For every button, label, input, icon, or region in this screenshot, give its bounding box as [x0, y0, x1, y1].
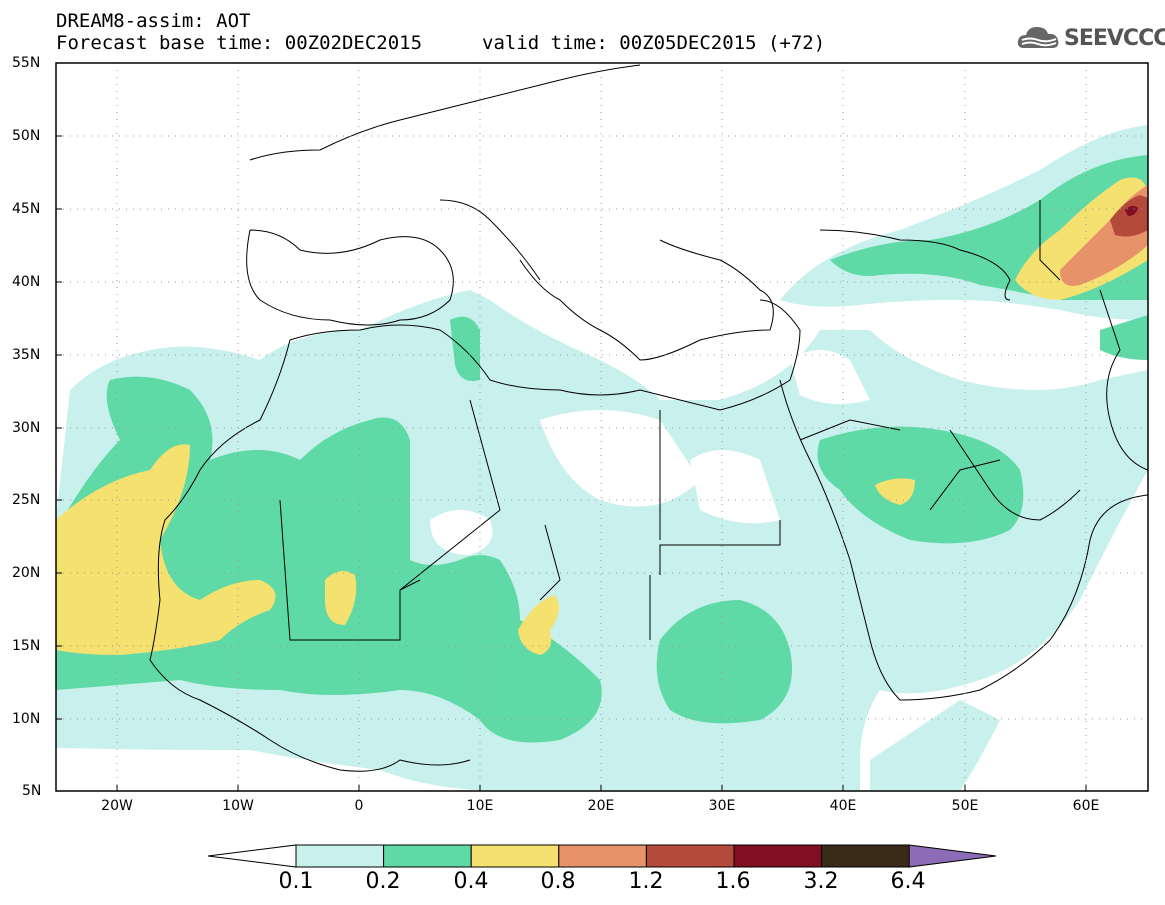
lon-label: 60E — [1072, 798, 1100, 814]
coastlines — [149, 64, 1148, 772]
forecast-base-time: Forecast base time: 00Z02DEC2015 — [56, 32, 423, 54]
lon-label: 10W — [222, 798, 254, 814]
aot-field — [56, 125, 1148, 791]
lat-label: 55N — [12, 55, 41, 71]
colorbar-label: 0.1 — [278, 869, 314, 894]
grid — [56, 63, 1148, 791]
seevccc-logo: SEEVCCC — [1016, 22, 1165, 58]
colorbar-under-arrow — [207, 844, 297, 868]
colorbar-label: 3.2 — [803, 869, 839, 894]
lat-label: 10N — [12, 711, 41, 727]
colorbar-label: 6.4 — [890, 869, 926, 894]
colorbar — [207, 844, 997, 868]
axis-ticks — [56, 62, 1087, 791]
lat-label: 20N — [12, 565, 41, 581]
colorbar-label: 1.6 — [715, 869, 751, 894]
logo-text: SEEVCCC — [1064, 26, 1165, 51]
lon-label: 20E — [587, 798, 615, 814]
colorbar-label: 0.4 — [453, 869, 489, 894]
lat-label: 50N — [12, 128, 41, 144]
colorbar-swatch — [558, 844, 647, 868]
colorbar-label: 1.2 — [628, 869, 664, 894]
lon-label: 20W — [101, 798, 133, 814]
colorbar-swatch — [295, 844, 385, 868]
lon-label: 10E — [466, 798, 494, 814]
valid-time: valid time: 00Z05DEC2015 (+72) — [482, 32, 826, 54]
colorbar-swatch — [383, 844, 472, 868]
map-title: DREAM8-assim: AOT — [56, 10, 251, 32]
lat-label: 30N — [12, 420, 41, 436]
colorbar-swatch — [645, 844, 735, 868]
colorbar-swatch — [470, 844, 560, 868]
lat-label: 35N — [12, 347, 41, 363]
lon-label: 30E — [708, 798, 736, 814]
lon-label: 40E — [829, 798, 857, 814]
lat-label: 40N — [12, 274, 41, 290]
map-frame — [55, 62, 1149, 792]
lat-label: 5N — [22, 783, 42, 799]
cloud-icon — [1017, 27, 1059, 48]
colorbar-swatch — [733, 844, 823, 868]
lat-label: 25N — [12, 492, 41, 508]
lon-label: 50E — [951, 798, 979, 814]
lat-label: 15N — [12, 638, 41, 654]
colorbar-swatch — [821, 844, 910, 868]
colorbar-over-arrow — [908, 844, 997, 868]
lon-label: 0 — [354, 798, 364, 814]
lat-label: 45N — [12, 201, 41, 217]
colorbar-label: 0.2 — [365, 869, 401, 894]
colorbar-label: 0.8 — [540, 869, 576, 894]
